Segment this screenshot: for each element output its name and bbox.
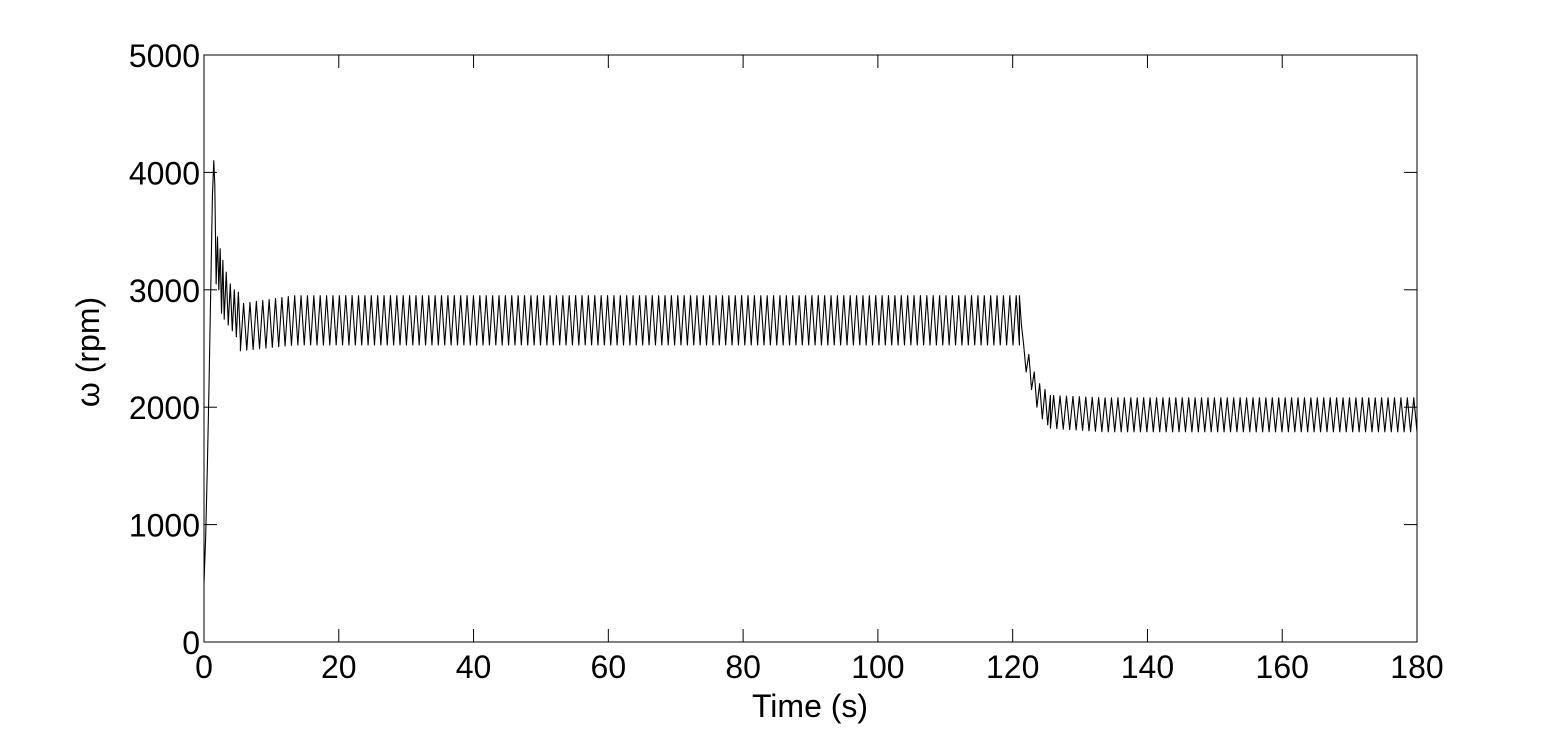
x-tick-label: 60 <box>591 649 627 685</box>
x-tick-label: 180 <box>1390 649 1443 685</box>
ticks-group <box>203 54 1418 643</box>
plot-area <box>204 55 1417 642</box>
x-tick-label: 0 <box>195 649 213 685</box>
x-axis-title: Time (s) <box>752 688 868 724</box>
x-tick-label: 20 <box>321 649 357 685</box>
x-tick-label: 80 <box>725 649 761 685</box>
y-tick-label: 1000 <box>129 508 200 544</box>
tick-labels-group: 0 20 40 60 80 100 120 140 160 180 0 1000 2000 3000 400… <box>129 38 1444 685</box>
y-tick-label: 3000 <box>129 273 200 309</box>
x-tick-label: 100 <box>851 649 904 685</box>
x-tick-label: 120 <box>986 649 1039 685</box>
y-axis-title: ω (rpm) <box>70 297 106 407</box>
data-series-line <box>203 160 1418 584</box>
y-tick-label: 0 <box>182 625 200 661</box>
x-tick-label: 140 <box>1121 649 1174 685</box>
x-tick-label: 160 <box>1256 649 1309 685</box>
x-tick-label: 40 <box>456 649 492 685</box>
y-tick-label: 4000 <box>129 155 200 191</box>
y-tick-label: 5000 <box>129 38 200 74</box>
y-tick-label: 2000 <box>129 390 200 426</box>
plot-frame <box>203 54 1418 643</box>
